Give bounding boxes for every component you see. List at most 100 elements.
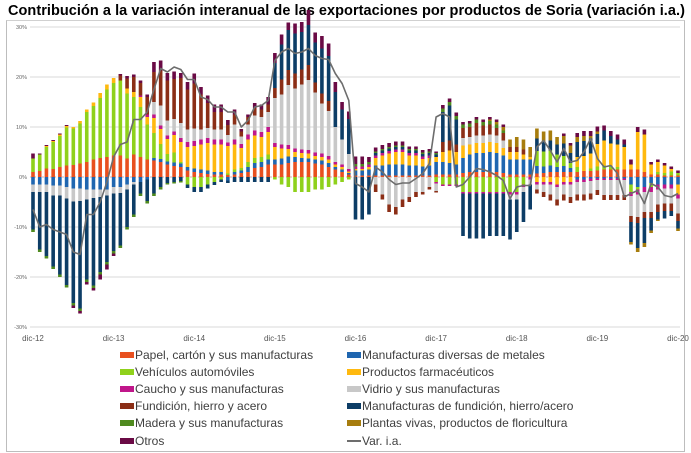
bar-segment [313,32,317,43]
bar-segment [219,144,223,172]
bar-stack [78,121,82,314]
bar-segment [488,117,492,120]
bar-segment [252,130,257,136]
bar-segment [232,124,237,140]
bar-segment [299,84,304,150]
bar-segment [145,201,150,204]
bar-segment [179,142,183,162]
bar-segment [434,174,438,177]
bar-segment [340,102,344,110]
bar-segment [467,127,472,137]
bar-segment [360,169,365,171]
bar-segment [521,187,526,192]
bar-stack [286,22,291,187]
bar-segment [394,149,398,152]
bar-segment [427,149,432,152]
bar-segment [279,34,284,45]
bar-segment [212,177,217,182]
bar-stack [58,133,62,277]
bar-segment [481,119,485,122]
bar-stack [299,22,304,192]
bar-segment [232,144,237,170]
bar-segment [609,177,613,179]
bar-segment [676,221,680,229]
bar-segment [98,93,102,98]
bar-segment [508,174,512,177]
bar-segment [481,125,485,136]
bar-segment [615,144,620,167]
bar-segment [346,174,351,177]
bar-segment [111,253,116,256]
bar-segment [98,177,102,190]
bar-segment [367,164,371,167]
bar-segment [118,187,123,193]
bar-segment [494,128,499,136]
bar-segment [454,164,459,175]
bar-stack [91,102,96,291]
bar-segment [414,150,418,153]
bar-segment [609,131,613,136]
bar-segment [185,184,190,188]
bar-segment [353,164,358,167]
bar-segment [299,158,304,162]
bar-segment [501,148,506,156]
bar-segment [273,143,277,147]
bar-segment [118,74,123,76]
bar-segment [279,144,284,149]
bar-segment [346,169,351,172]
bar-segment [246,162,250,167]
bar-segment [541,184,546,192]
bar-segment [185,147,190,167]
legend-label: Productos farmacéuticos [362,364,495,379]
bar-segment [273,177,277,180]
bar-segment [629,177,633,185]
bar-segment [44,256,49,259]
bar-segment [454,112,459,116]
bar-segment [407,197,412,202]
bar-segment [105,264,109,270]
bar-segment [656,159,660,162]
bar-segment [346,111,351,119]
bar-segment [145,124,150,160]
bar-segment [441,174,445,177]
bar-segment [286,85,291,145]
bar-segment [98,274,102,280]
bar-segment [165,164,170,177]
legend-swatch [120,351,134,358]
bar-segment [185,142,190,147]
bar-segment [199,139,203,145]
x-tick-label: dic-14 [183,334,205,343]
bar-stack [252,103,257,182]
bar-segment [131,184,136,215]
bar-segment [212,104,217,112]
bar-segment [226,146,230,174]
bar-segment [44,168,49,177]
bar-segment [649,164,653,175]
bar-segment [561,194,566,201]
bar-segment [514,152,519,160]
legend-label: Papel, cartón y sus manufacturas [135,347,314,362]
bar-segment [669,177,674,185]
bar-segment [420,159,425,167]
bar-segment [98,158,102,177]
bar-segment [286,163,291,177]
legend-swatch [347,420,361,427]
bar-segment [649,192,653,212]
bar-segment [192,172,197,177]
bar-segment [98,98,102,158]
bar-segment [555,137,559,145]
bar-segment [407,153,412,156]
bar-segment [635,127,640,132]
legend-label: Var. i.a. [362,433,402,448]
bar-segment [441,162,445,175]
bar-segment [461,128,465,138]
bar-stack [199,87,203,192]
bar-segment [333,169,338,177]
bar-segment [575,142,580,157]
bar-segment [555,167,559,172]
bar-segment [185,170,190,177]
bar-segment [454,174,459,177]
bar-stack [508,139,512,240]
bar-segment [252,103,257,108]
bar-stack [474,117,479,239]
